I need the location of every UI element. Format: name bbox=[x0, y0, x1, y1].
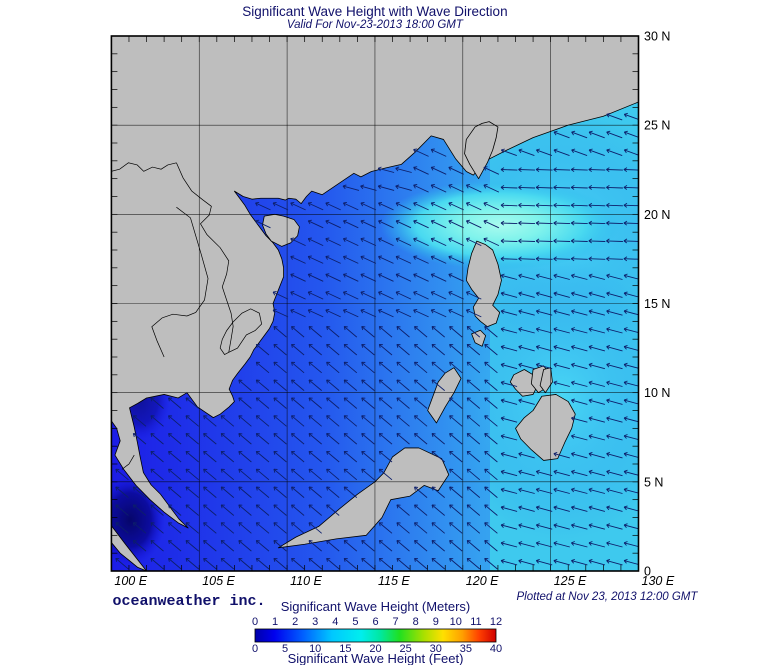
svg-text:125 E: 125 E bbox=[554, 574, 587, 588]
svg-text:105 E: 105 E bbox=[202, 574, 235, 588]
svg-text:7: 7 bbox=[393, 616, 399, 628]
svg-text:Significant Wave Height (Feet): Significant Wave Height (Feet) bbox=[288, 651, 464, 665]
svg-text:15 N: 15 N bbox=[644, 297, 670, 311]
svg-text:Plotted at Nov 23, 2013 12:00: Plotted at Nov 23, 2013 12:00 GMT bbox=[517, 591, 699, 603]
svg-text:10: 10 bbox=[450, 616, 462, 628]
svg-text:5: 5 bbox=[352, 616, 358, 628]
svg-text:Significant Wave Height (Meter: Significant Wave Height (Meters) bbox=[281, 599, 471, 614]
svg-text:2: 2 bbox=[292, 616, 298, 628]
svg-text:0: 0 bbox=[644, 565, 651, 579]
svg-text:5 N: 5 N bbox=[644, 475, 663, 489]
svg-text:110 E: 110 E bbox=[290, 574, 322, 588]
svg-text:11: 11 bbox=[470, 616, 481, 628]
svg-text:Significant Wave Height with W: Significant Wave Height with Wave Direct… bbox=[242, 4, 507, 19]
svg-text:6: 6 bbox=[372, 616, 378, 628]
svg-text:115 E: 115 E bbox=[378, 574, 410, 588]
svg-text:100 E: 100 E bbox=[114, 574, 147, 588]
svg-text:oceanweather inc.: oceanweather inc. bbox=[113, 593, 266, 610]
svg-text:20 N: 20 N bbox=[644, 208, 670, 222]
svg-text:10 N: 10 N bbox=[644, 386, 670, 400]
svg-text:12: 12 bbox=[490, 616, 502, 628]
svg-text:0: 0 bbox=[252, 616, 258, 628]
svg-text:30 N: 30 N bbox=[644, 30, 670, 44]
svg-text:Valid For Nov-23-2013 18:00 GM: Valid For Nov-23-2013 18:00 GMT bbox=[287, 19, 464, 31]
svg-text:4: 4 bbox=[332, 616, 338, 628]
svg-text:40: 40 bbox=[490, 643, 502, 655]
svg-text:0: 0 bbox=[252, 643, 258, 655]
svg-text:25 N: 25 N bbox=[644, 119, 670, 133]
svg-text:8: 8 bbox=[413, 616, 419, 628]
svg-text:9: 9 bbox=[433, 616, 439, 628]
svg-text:3: 3 bbox=[312, 616, 318, 628]
svg-text:120 E: 120 E bbox=[466, 574, 499, 588]
svg-text:1: 1 bbox=[272, 616, 278, 628]
